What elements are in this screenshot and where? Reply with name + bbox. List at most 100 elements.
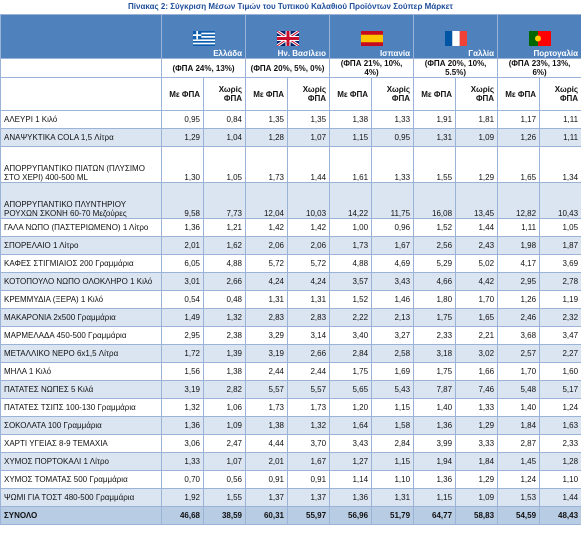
price: 5,72 bbox=[245, 254, 289, 273]
price: 2,57 bbox=[497, 344, 541, 363]
price: 1,38 bbox=[245, 416, 289, 435]
price: 3,33 bbox=[455, 434, 499, 453]
price: 1,04 bbox=[202, 128, 247, 147]
product-row: ΚΟΤΟΠΟΥΛΟ ΝΩΠΟ ΟΛΟΚΛΗΡΟ 1 Κιλό 3,01 2,66 4,… bbox=[0, 272, 581, 291]
price: 1,06 bbox=[202, 398, 247, 417]
product-label: ΨΩΜΙ ΓΙΑ ΤΟΣΤ 480-500 Γραμμάρια bbox=[0, 488, 162, 507]
price: 4,42 bbox=[455, 272, 499, 291]
product-row: ΜΑΚΑΡΟΝΙΑ 2x500 Γραμμάρια 1,49 1,32 2,83 2,8… bbox=[0, 308, 581, 327]
total-price: 55,97 bbox=[287, 506, 331, 525]
price: 1,73 bbox=[287, 398, 331, 417]
price: 7,73 bbox=[202, 182, 247, 219]
price: 5,57 bbox=[287, 380, 331, 399]
product-row: ΧΑΡΤΙ ΥΓΕΙΑΣ 8-9 ΤΕΜΑΧΙΑ 3,06 2,47 4,44 3,70… bbox=[0, 434, 581, 453]
price: 1,27 bbox=[329, 452, 373, 471]
price: 1,58 bbox=[371, 416, 415, 435]
price: 1,07 bbox=[202, 452, 247, 471]
price: 2,82 bbox=[202, 380, 247, 399]
price: 1,15 bbox=[371, 452, 415, 471]
country-name: Ισπανία bbox=[379, 49, 411, 58]
price: 1,67 bbox=[371, 236, 415, 255]
price: 1,84 bbox=[497, 416, 541, 435]
price: 1,24 bbox=[539, 398, 581, 417]
price: 1,63 bbox=[539, 416, 581, 435]
country-cell: Ισπανία bbox=[329, 14, 415, 59]
price: 1,40 bbox=[497, 398, 541, 417]
price: 1,84 bbox=[455, 452, 499, 471]
price: 0,56 bbox=[202, 470, 247, 489]
price: 1,14 bbox=[329, 470, 373, 489]
price: 0,95 bbox=[371, 128, 415, 147]
price: 7,87 bbox=[413, 380, 457, 399]
price: 1,30 bbox=[161, 146, 204, 183]
price: 1,61 bbox=[329, 146, 373, 183]
price: 1,52 bbox=[329, 290, 373, 309]
price: 1,15 bbox=[371, 398, 415, 417]
price: 2,01 bbox=[161, 236, 204, 255]
price: 1,32 bbox=[287, 416, 331, 435]
country-name: Πορτογαλία bbox=[533, 49, 579, 58]
product-row: ΨΩΜΙ ΓΙΑ ΤΟΣΤ 480-500 Γραμμάρια 1,92 1,55 1… bbox=[0, 488, 581, 507]
price: 13,45 bbox=[455, 182, 499, 219]
subheader: Με ΦΠΑ bbox=[245, 77, 289, 111]
price: 5,02 bbox=[455, 254, 499, 273]
total-row: ΣΥΝΟΛΟ 46,68 38,59 60,31 55,97 56,96 51,79 64,7… bbox=[0, 506, 581, 525]
price: 4,24 bbox=[287, 272, 331, 291]
total-price: 51,79 bbox=[371, 506, 415, 525]
product-label: ΜΕΤΑΛΛΙΚΟ ΝΕΡΟ 6x1,5 Λίτρα bbox=[0, 344, 162, 363]
country-cell: Πορτογαλία bbox=[497, 14, 581, 59]
price: 3,19 bbox=[161, 380, 204, 399]
product-row: ΣΠΟΡΕΛΑΙΟ 1 Λίτρο 2,01 1,62 2,06 2,06 1,73 1,6… bbox=[0, 236, 581, 255]
price: 3,06 bbox=[161, 434, 204, 453]
price: 1,67 bbox=[287, 452, 331, 471]
price: 1,21 bbox=[202, 218, 247, 237]
price: 3,43 bbox=[329, 434, 373, 453]
price: 5,65 bbox=[329, 380, 373, 399]
total-price: 48,43 bbox=[539, 506, 581, 525]
price: 3,02 bbox=[455, 344, 499, 363]
price: 2,06 bbox=[245, 236, 289, 255]
price: 1,39 bbox=[202, 344, 247, 363]
price: 16,08 bbox=[413, 182, 457, 219]
subheader: Χωρίς ΦΠΑ bbox=[287, 77, 331, 111]
total-price: 54,59 bbox=[497, 506, 541, 525]
price: 1,05 bbox=[202, 146, 247, 183]
price: 1,33 bbox=[371, 146, 415, 183]
subheader: Με ΦΠΑ bbox=[497, 77, 541, 111]
product-label: ΧΑΡΤΙ ΥΓΕΙΑΣ 8-9 ΤΕΜΑΧΙΑ bbox=[0, 434, 162, 453]
total-price: 46,68 bbox=[161, 506, 204, 525]
price: 2,01 bbox=[245, 452, 289, 471]
product-row: ΜΕΤΑΛΛΙΚΟ ΝΕΡΟ 6x1,5 Λίτρα 1,72 1,39 3,19 2,… bbox=[0, 344, 581, 363]
price: 1,28 bbox=[539, 452, 581, 471]
vat-cell: (ΦΠΑ 24%, 13%) bbox=[160, 58, 247, 78]
price: 1,36 bbox=[161, 416, 204, 435]
price: 5,43 bbox=[371, 380, 415, 399]
price: 2,38 bbox=[202, 326, 247, 345]
country-name: Γαλλία bbox=[468, 49, 495, 58]
product-row: ΧΥΜΟΣ ΠΟΡΤΟΚΑΛΙ 1 Λίτρο 1,33 1,07 2,01 1,67 1… bbox=[0, 452, 581, 471]
price: 5,48 bbox=[497, 380, 541, 399]
price: 2,33 bbox=[539, 434, 581, 453]
price: 1,65 bbox=[497, 146, 541, 183]
product-label: ΚΡΕΜΜΥΔΙΑ (ΞΕΡΑ) 1 Κιλό bbox=[0, 290, 162, 309]
product-row: ΣΟΚΟΛΑΤΑ 100 Γραμμάρια 1,36 1,09 1,38 1,32 1,… bbox=[0, 416, 581, 435]
product-label: ΚΑΦΕΣ ΣΤΙΓΜΙΑΙΟΣ 200 Γραμμάρια bbox=[0, 254, 162, 273]
total-price: 64,77 bbox=[413, 506, 457, 525]
price: 2,56 bbox=[413, 236, 457, 255]
price: 1,73 bbox=[329, 236, 373, 255]
price: 1,26 bbox=[497, 290, 541, 309]
price: 1,35 bbox=[245, 110, 289, 129]
product-label: ΑΛΕΥΡΙ 1 Κιλό bbox=[0, 110, 162, 129]
price: 9,58 bbox=[161, 182, 204, 219]
price: 5,57 bbox=[245, 380, 289, 399]
price: 0,54 bbox=[161, 290, 204, 309]
price: 1,17 bbox=[497, 110, 541, 129]
price: 1,73 bbox=[245, 398, 289, 417]
vat-cell: (ΦΠΑ 21%, 10%, 4%) bbox=[329, 58, 415, 78]
price: 5,17 bbox=[539, 380, 581, 399]
vat-cell: (ΦΠΑ 23%, 13%, 6%) bbox=[497, 58, 581, 78]
price: 11,75 bbox=[371, 182, 415, 219]
price: 1,31 bbox=[413, 128, 457, 147]
price: 3,19 bbox=[245, 344, 289, 363]
product-row: ΜΗΛΑ 1 Κιλό 1,56 1,38 2,44 2,44 1,75 1,69 1,75 1… bbox=[0, 362, 581, 381]
